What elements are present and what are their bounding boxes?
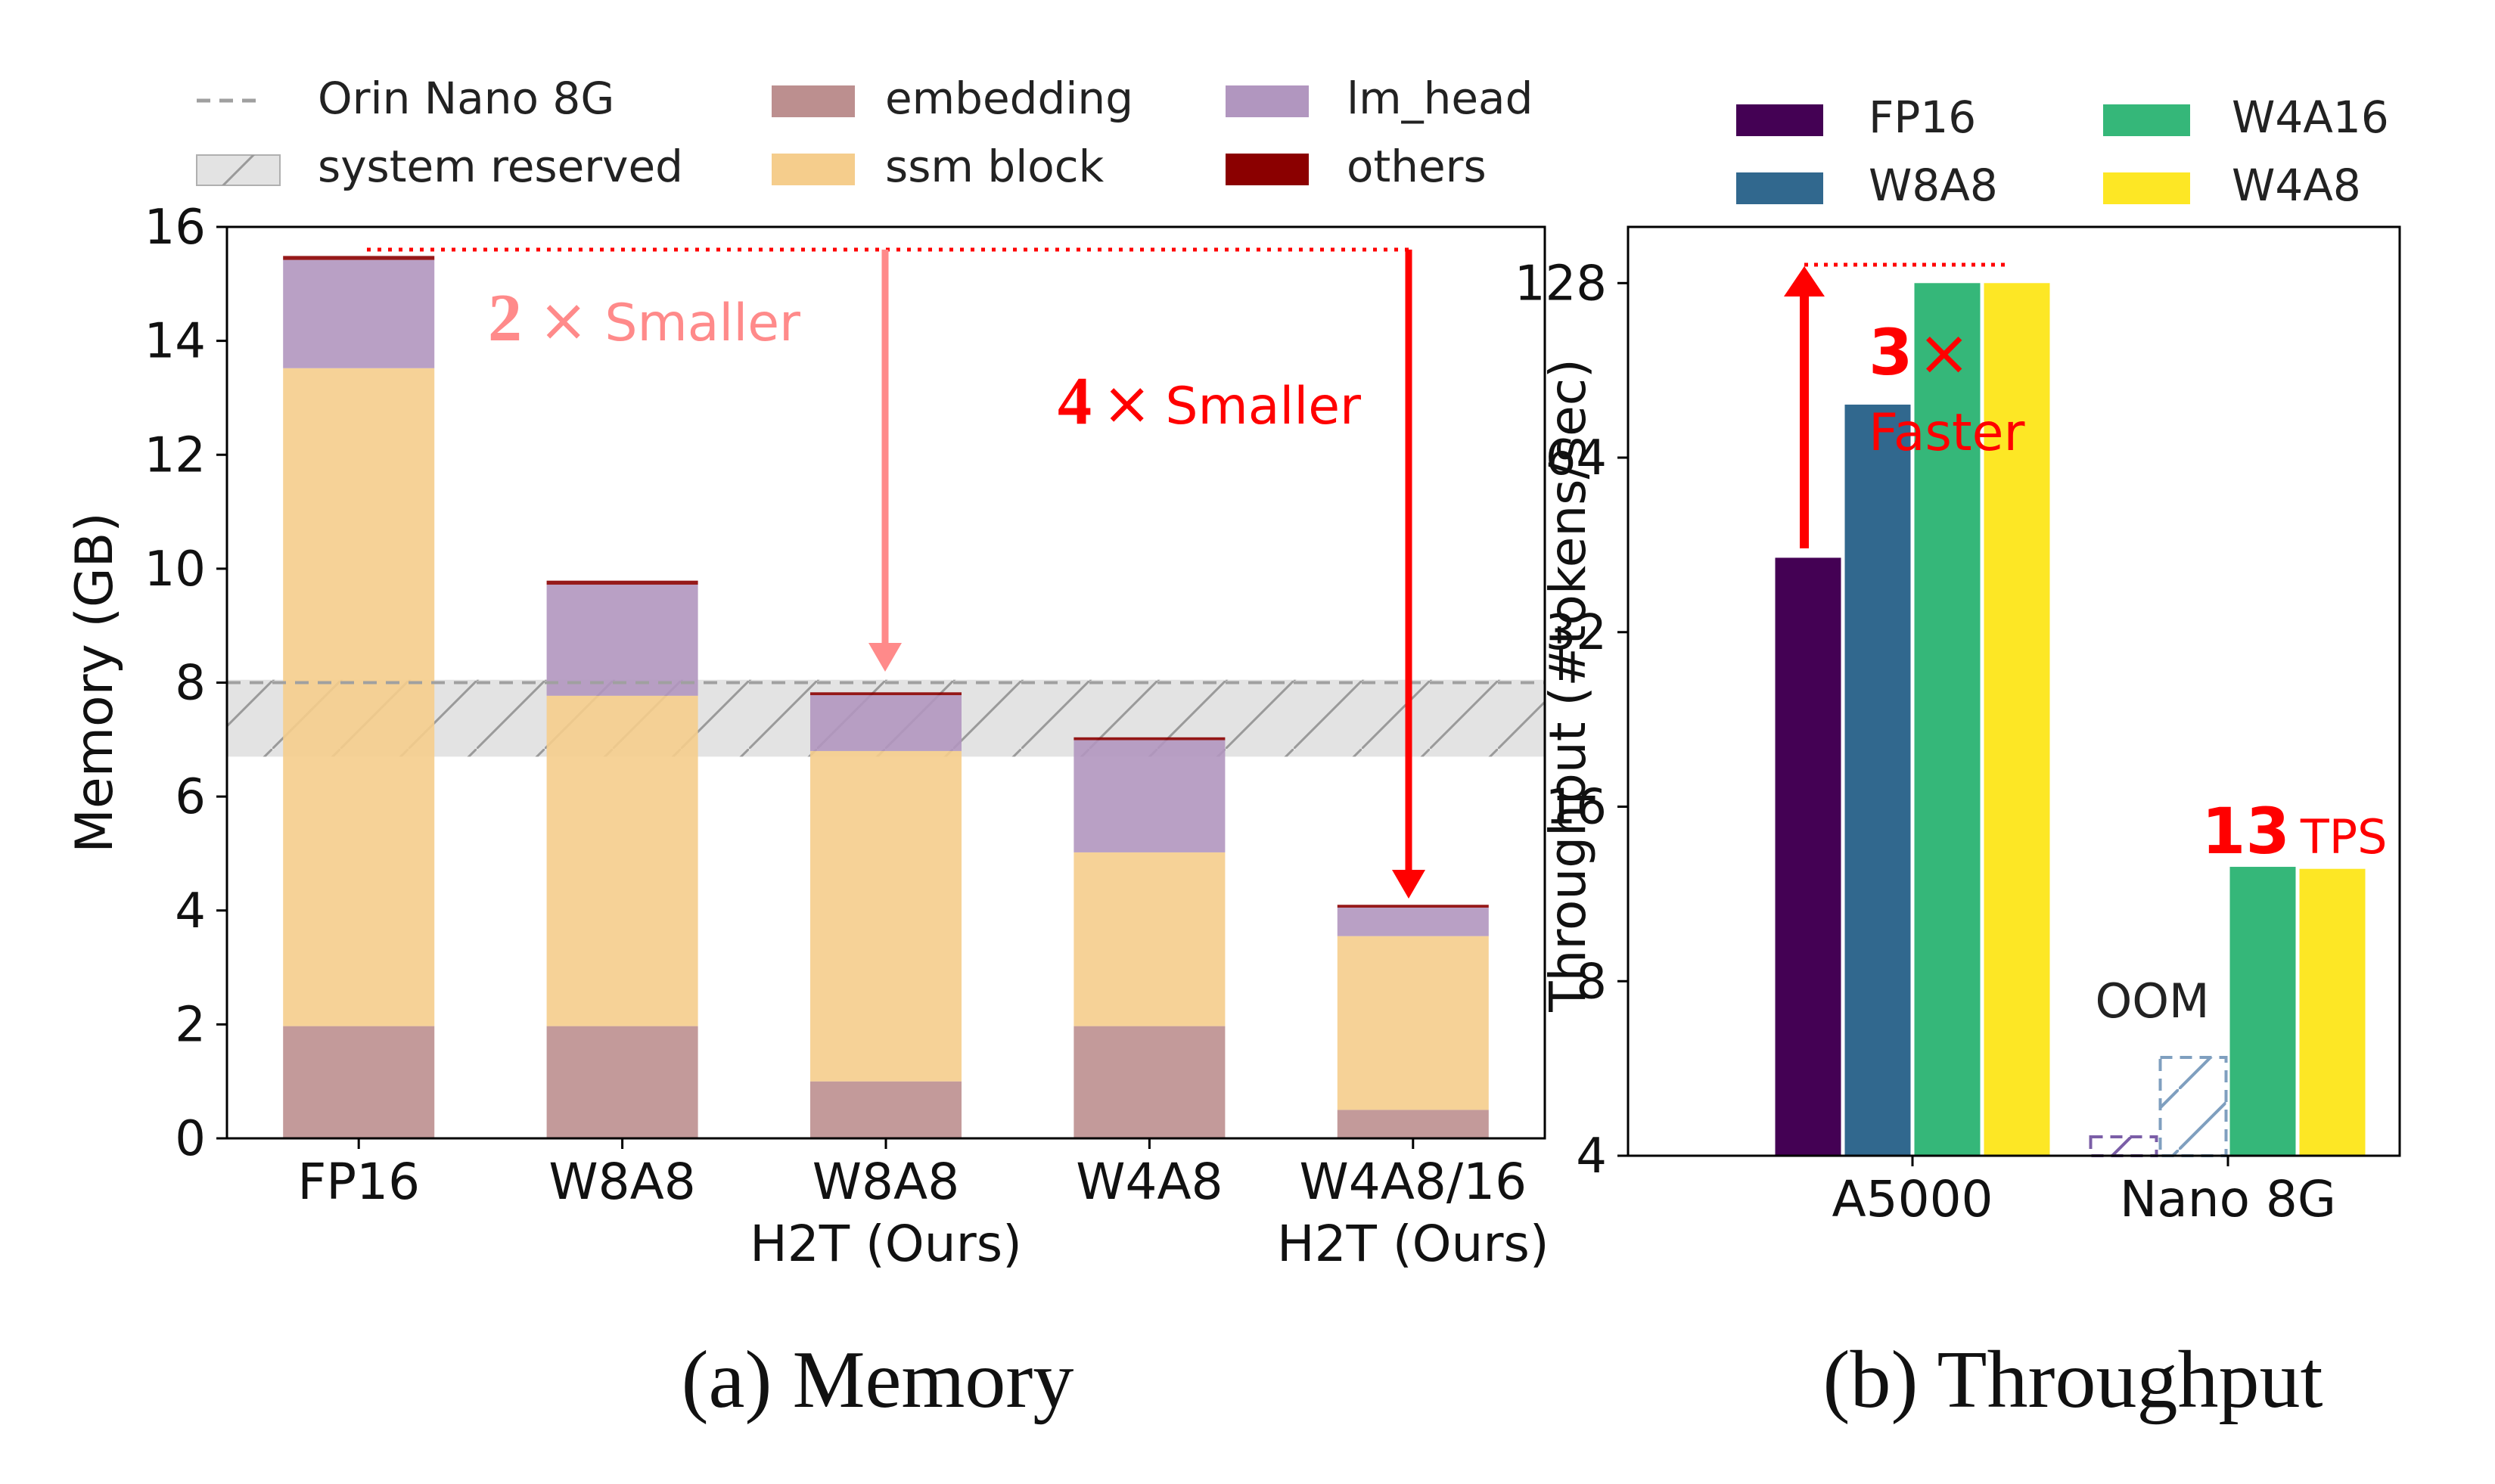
legend-lmhead-label: lm_head: [1347, 73, 1533, 124]
oom-label: OOM: [2095, 973, 2209, 1029]
memory-bar-segment: [283, 368, 435, 1026]
legend-w8a8-label: W8A8: [1869, 160, 1998, 211]
x-tick-label: W8A8: [548, 1153, 695, 1211]
y-tick-label: 0: [175, 1111, 206, 1167]
legend-ssm-swatch: [772, 154, 855, 185]
annotation-3x: 3 ×: [1869, 315, 1971, 390]
memory-bar-segment: [1074, 852, 1226, 1026]
throughput-bar: [2299, 868, 2366, 1156]
x-tick-label: A5000: [1832, 1170, 1993, 1228]
throughput-annotations: 3 × Faster 13 TPS OOM: [1784, 262, 2388, 1029]
annotation-4x: 4 × Smaller: [1058, 364, 1361, 439]
throughput-bar: [1914, 283, 1981, 1156]
memory-bar-segment: [546, 695, 698, 1026]
throughput-y-axis-label: Throughput (#tokens/sec): [1539, 359, 1597, 1013]
memory-bar-segment: [1074, 737, 1226, 740]
memory-legend: Orin Nano 8G system reserved embedding s…: [196, 73, 1533, 192]
memory-bar-segment: [1074, 1026, 1226, 1138]
memory-y-axis-label: Memory (GB): [65, 512, 125, 853]
throughput-legend: FP16 W8A8 W4A16 W4A8: [1736, 92, 2389, 211]
x-tick-label: W4A8/16: [1299, 1153, 1527, 1211]
legend-embedding-label: embedding: [885, 73, 1133, 124]
y-tick-label: 4: [175, 883, 206, 939]
annotation-13tps: 13 TPS: [2201, 794, 2388, 868]
legend-w4a8-label: W4A8: [2232, 160, 2361, 211]
x-tick-label: FP16: [297, 1153, 420, 1211]
memory-bar-segment: [1337, 936, 1489, 1110]
x-tick-label: W8A8: [813, 1153, 959, 1211]
y-tick-label: 8: [1576, 954, 1607, 1010]
memory-bar-segment: [283, 259, 435, 368]
memory-bar-segment: [1074, 740, 1226, 852]
x-tick-label: H2T (Ours): [1277, 1215, 1549, 1273]
y-tick-label: 14: [144, 314, 206, 370]
annotation-faster: Faster: [1869, 403, 2024, 463]
y-tick-label: 64: [1546, 430, 1607, 486]
y-tick-label: 128: [1515, 256, 1607, 312]
memory-chart: Orin Nano 8G system reserved embedding s…: [65, 73, 1549, 1425]
throughput-bar: [1844, 404, 1911, 1156]
arrow-3x-head: [1784, 266, 1825, 296]
memory-bar-segment: [546, 580, 698, 585]
x-tick-label: Nano 8G: [2120, 1170, 2336, 1228]
throughput-bars: [1775, 283, 2366, 1157]
throughput-bar: [2229, 867, 2296, 1156]
annotation-2x: 2 × Smaller: [488, 281, 800, 355]
legend-fp16-label: FP16: [1869, 92, 1976, 143]
memory-bar-segment: [810, 695, 962, 751]
y-tick-label: 2: [175, 997, 206, 1053]
arrow-2x-head: [868, 643, 902, 672]
memory-bar-segment: [546, 584, 698, 696]
legend-others-swatch: [1226, 154, 1309, 185]
throughput-plot-frame: [1627, 225, 2401, 1157]
arrow-4x-head: [1392, 870, 1425, 899]
memory-bar-segment: [546, 1026, 698, 1138]
y-tick-label: 16: [144, 200, 206, 256]
y-tick-label: 8: [175, 656, 206, 712]
memory-bar-segment: [283, 1026, 435, 1138]
memory-bar-segment: [810, 1081, 962, 1138]
throughput-bar: [1775, 557, 1841, 1156]
x-tick-label: W4A8: [1076, 1153, 1223, 1211]
legend-lmhead-swatch: [1226, 85, 1309, 117]
legend-w4a16-label: W4A16: [2232, 92, 2389, 143]
legend-reference-label: Orin Nano 8G: [318, 73, 614, 124]
y-tick-label: 32: [1546, 605, 1607, 661]
memory-bar-segment: [810, 692, 962, 696]
y-tick-label: 10: [144, 542, 206, 598]
y-tick-label: 4: [1576, 1129, 1607, 1184]
legend-w4a8-swatch: [2103, 172, 2190, 204]
legend-reserved-hatch: [197, 155, 280, 185]
legend-others-label: others: [1347, 141, 1487, 192]
oom-placeholder-bar: [2158, 1056, 2228, 1157]
memory-bar-segment: [1337, 905, 1489, 908]
throughput-bar: [1984, 283, 2050, 1156]
y-tick-label: 6: [175, 769, 206, 825]
legend-w8a8-swatch: [1736, 172, 1823, 204]
y-tick-label: 16: [1546, 780, 1607, 836]
throughput-axes: A5000 Nano 8G 4 8 16 32 64 128 Throughput (#toke…: [1515, 225, 2401, 1228]
memory-bar-segment: [810, 750, 962, 1082]
y-tick-label: 12: [144, 427, 206, 483]
legend-ssm-label: ssm block: [885, 141, 1105, 192]
memory-bars: [283, 256, 1489, 1138]
memory-annotations: 2 × Smaller 4 × Smaller: [367, 247, 1425, 899]
legend-reserved-label: system reserved: [318, 141, 683, 192]
legend-fp16-swatch: [1736, 104, 1823, 136]
memory-bar-segment: [1337, 1110, 1489, 1138]
oom-placeholder-bar: [2089, 1135, 2158, 1157]
memory-caption: (a) Memory: [682, 1335, 1074, 1425]
throughput-chart: FP16 W8A8 W4A16 W4A8 A5000 Nano 8G 4 8 16 32 6…: [1515, 92, 2401, 1425]
legend-embedding-swatch: [772, 85, 855, 117]
memory-bar-segment: [1337, 907, 1489, 936]
throughput-caption: (b) Throughput: [1823, 1335, 2323, 1425]
x-tick-label: H2T (Ours): [750, 1215, 1022, 1273]
legend-w4a16-swatch: [2103, 104, 2190, 136]
memory-bar-segment: [283, 256, 435, 260]
